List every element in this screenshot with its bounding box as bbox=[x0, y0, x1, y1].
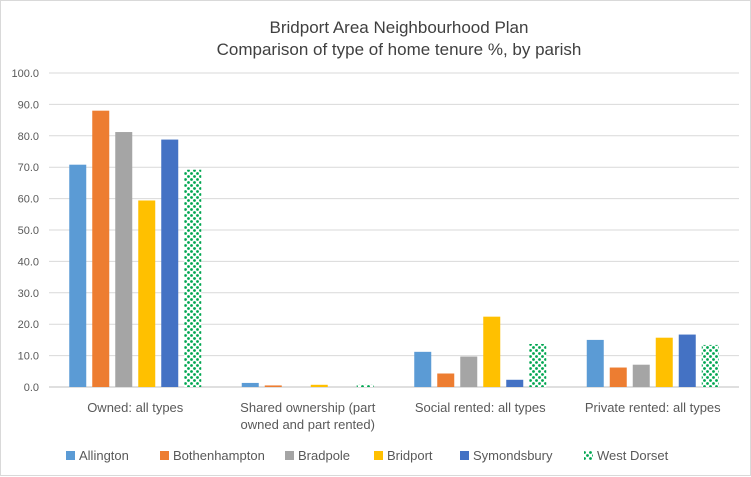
bar-bothenhampton bbox=[92, 110, 110, 388]
legend-label: Bradpole bbox=[298, 448, 350, 463]
bar-allington bbox=[69, 164, 87, 387]
bar-bothenhampton bbox=[609, 367, 627, 387]
legend-swatch bbox=[160, 451, 169, 460]
bar-bridport bbox=[655, 337, 673, 387]
y-tick-label: 40.0 bbox=[18, 256, 39, 268]
bar-west-dorset bbox=[184, 169, 202, 387]
chart-subtitle: Comparison of type of home tenure %, by … bbox=[217, 40, 582, 59]
y-tick-label: 80.0 bbox=[18, 131, 39, 143]
bar-symondsbury bbox=[161, 139, 179, 387]
bar-bridport bbox=[138, 200, 156, 387]
bar-bothenhampton bbox=[264, 385, 282, 387]
bar-allington bbox=[586, 339, 604, 387]
legend-swatch bbox=[584, 451, 593, 460]
y-tick-label: 0.0 bbox=[24, 382, 39, 394]
legend-label: Symondsbury bbox=[473, 448, 553, 463]
legend-swatch bbox=[460, 451, 469, 460]
bar-bridport bbox=[483, 316, 501, 387]
bar-bradpole bbox=[632, 364, 650, 387]
legend: Allington Bothenhampton Bradpole Bridport Sy… bbox=[66, 448, 669, 463]
legend-label: Bridport bbox=[387, 448, 433, 463]
x-category-label: Social rented: all types bbox=[415, 400, 546, 415]
bar-bradpole bbox=[115, 132, 133, 387]
legend-swatch bbox=[374, 451, 383, 460]
y-tick-label: 60.0 bbox=[18, 194, 39, 206]
legend-label: Bothenhampton bbox=[173, 448, 265, 463]
y-tick-label: 100.0 bbox=[11, 68, 39, 80]
chart-title: Bridport Area Neighbourhood Plan bbox=[270, 18, 529, 37]
y-tick-label: 90.0 bbox=[18, 99, 39, 111]
bar-allington bbox=[241, 382, 259, 387]
x-category-label: Owned: all types bbox=[87, 400, 184, 415]
bars bbox=[69, 110, 719, 388]
y-tick-label: 30.0 bbox=[18, 288, 39, 300]
bar-west-dorset bbox=[529, 343, 547, 387]
y-axis-ticks: 0.0 10.0 20.0 30.0 40.0 50.0 60.0 70.0 80.0 90.0 1… bbox=[11, 68, 39, 394]
bar-west-dorset bbox=[701, 344, 719, 387]
bar-symondsbury bbox=[506, 379, 524, 387]
bar-allington bbox=[414, 351, 432, 387]
legend-label: Allington bbox=[79, 448, 129, 463]
legend-swatch bbox=[66, 451, 75, 460]
bar-bradpole bbox=[460, 356, 478, 387]
legend-label: West Dorset bbox=[597, 448, 669, 463]
legend-swatch bbox=[285, 451, 294, 460]
bar-west-dorset bbox=[356, 384, 374, 387]
bar-bothenhampton bbox=[437, 373, 455, 387]
y-tick-label: 10.0 bbox=[18, 351, 39, 363]
y-tick-label: 70.0 bbox=[18, 162, 39, 174]
y-tick-label: 50.0 bbox=[18, 225, 39, 237]
bar-bridport bbox=[310, 384, 328, 387]
x-category-label: Shared ownership (part owned and part ren… bbox=[240, 400, 376, 432]
x-axis-categories: Owned: all types Shared ownership (part ow… bbox=[87, 400, 721, 432]
x-category-label: Private rented: all types bbox=[585, 400, 721, 415]
y-tick-label: 20.0 bbox=[18, 319, 39, 331]
bar-symondsbury bbox=[678, 334, 696, 387]
